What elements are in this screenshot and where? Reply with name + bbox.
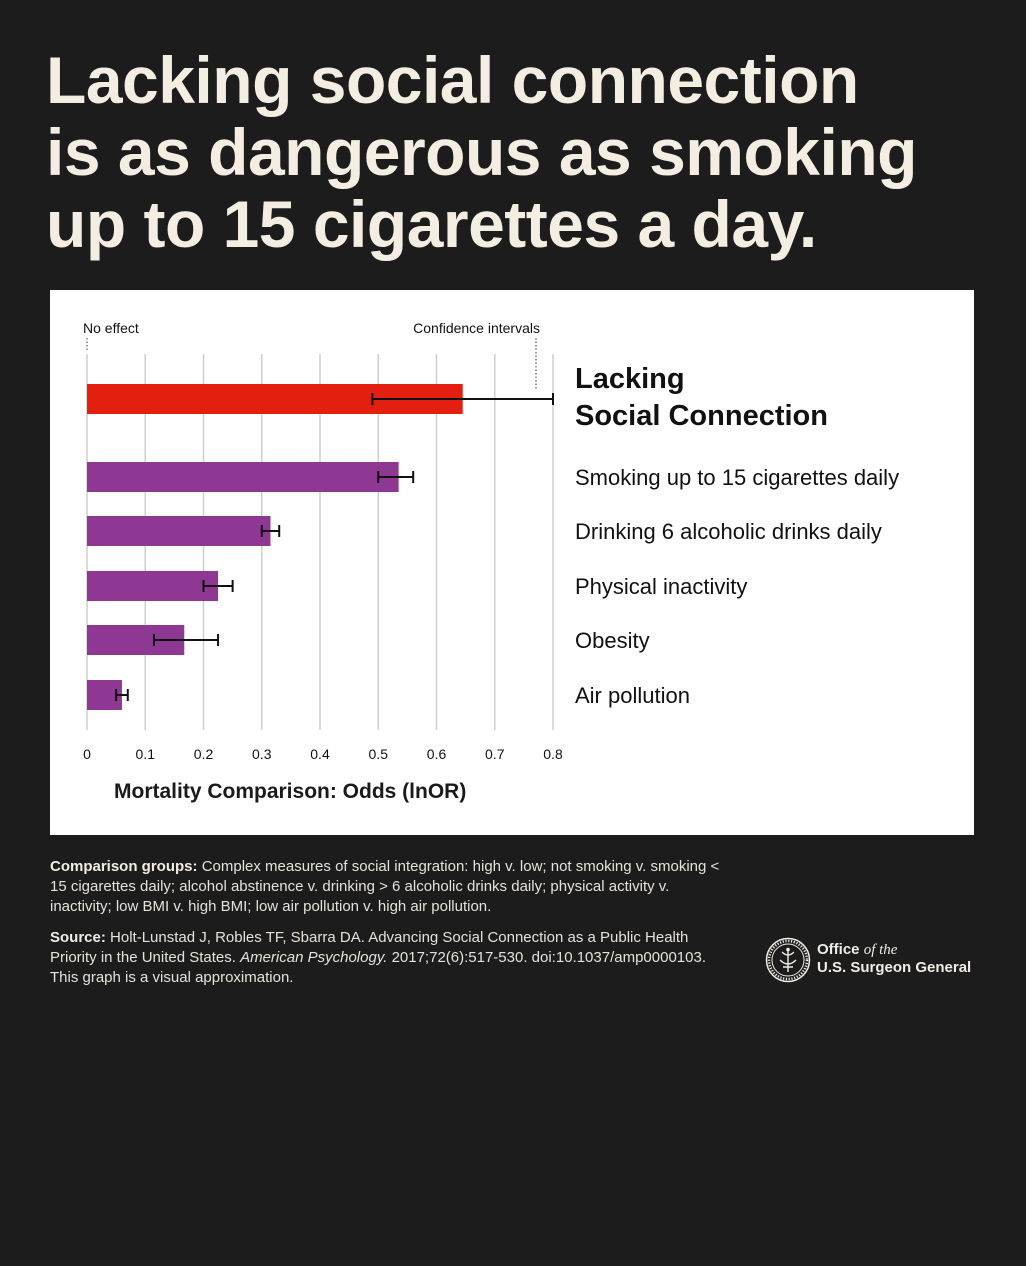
logo-office: Office	[817, 941, 860, 958]
source-label: Source:	[50, 929, 106, 946]
category-label: Obesity	[575, 628, 650, 653]
logo-name: U.S. Surgeon General	[817, 959, 972, 976]
category-label-highlight: Social Connection	[575, 400, 828, 432]
surgeon-general-logo: Office of the U.S. Surgeon General	[765, 937, 985, 985]
category-label: Smoking up to 15 cigarettes daily	[575, 465, 899, 490]
headline-line-1: Lacking social connection	[46, 43, 859, 117]
x-tick-label: 0.2	[194, 746, 214, 762]
comparison-label: Comparison groups:	[50, 858, 198, 875]
headline-line-2: is as dangerous as smoking	[46, 115, 917, 189]
comparison-note: Comparison groups: Complex measures of s…	[50, 857, 730, 917]
source-text-2: 2017;72(6):517-530. doi:10.1037/amp00001…	[50, 949, 706, 986]
logo-text: Office of the U.S. Surgeon General	[817, 941, 971, 977]
category-label-highlight: Lacking	[575, 363, 685, 395]
source-text-1: Holt-Lunstad J, Robles TF, Sbarra DA. Ad…	[50, 929, 689, 966]
headline: Lacking social connection is as dangerou…	[46, 44, 1006, 260]
chart-card: No effect Confidence intervals Lacking Soci…	[50, 290, 974, 835]
x-tick-label: 0.6	[427, 746, 447, 762]
no-effect-label: No effect	[83, 320, 139, 336]
x-tick-label: 0.8	[543, 746, 563, 762]
seal-icon	[765, 937, 811, 983]
x-tick-label: 0.7	[485, 746, 505, 762]
headline-line-3: up to 15 cigarettes a day.	[46, 187, 817, 261]
x-tick-label: 0.4	[310, 746, 330, 762]
x-tick-label: 0.1	[136, 746, 156, 762]
x-tick-label: 0	[83, 746, 91, 762]
source-note: Source: Holt-Lunstad J, Robles TF, Sbarr…	[50, 928, 730, 988]
mortality-chart: No effect Confidence intervals Lacking Soci…	[83, 320, 899, 803]
comparison-text: Complex measures of social integration: …	[50, 858, 720, 915]
category-label: Drinking 6 alcoholic drinks daily	[575, 519, 882, 544]
bar	[87, 462, 399, 492]
bar	[87, 516, 271, 546]
bar	[87, 571, 219, 601]
x-axis-title: Mortality Comparison: Odds (lnOR)	[114, 780, 466, 803]
category-label: Physical inactivity	[575, 574, 747, 599]
confidence-intervals-label: Confidence intervals	[413, 320, 540, 336]
logo-of-the: of the	[863, 942, 898, 958]
x-tick-label: 0.5	[369, 746, 389, 762]
x-tick-label: 0.3	[252, 746, 272, 762]
category-label: Air pollution	[575, 683, 690, 708]
source-journal: American Psychology.	[240, 949, 388, 966]
